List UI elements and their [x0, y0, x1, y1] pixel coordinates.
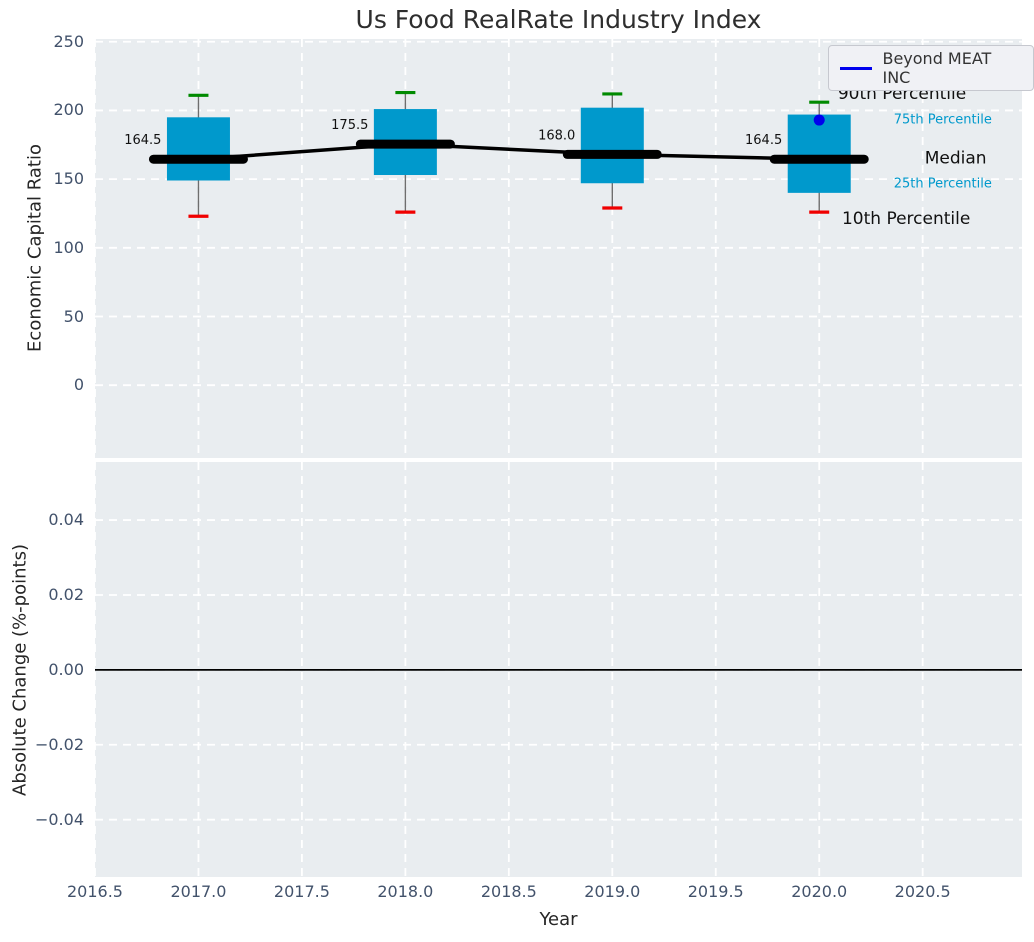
y-tick-label: 250: [53, 31, 84, 51]
x-tick-label: 2017.0: [170, 882, 227, 901]
y-tick-label: 150: [53, 169, 84, 189]
x-tick-label: 2020.0: [791, 882, 848, 901]
median-value-label: 175.5: [331, 118, 368, 133]
y-tick-label: 0.04: [48, 510, 84, 530]
median-value-label: 164.5: [124, 133, 161, 148]
x-tick-label: 2018.0: [377, 882, 434, 901]
iqr-box: [787, 114, 851, 193]
x-tick-label: 2018.5: [480, 882, 537, 901]
legend-line-icon: [840, 66, 873, 70]
y-tick-label: 0.02: [48, 584, 84, 604]
chart-title: Us Food RealRate Industry Index: [355, 5, 762, 34]
y-tick-label: 0.00: [48, 659, 84, 679]
x-axis-label: Year: [539, 909, 578, 930]
y-tick-label: 0: [73, 375, 84, 395]
y-tick-label: 200: [53, 100, 84, 120]
legend: Beyond MEAT INC: [828, 45, 1034, 91]
x-tick-label: 2016.5: [67, 882, 123, 901]
y-tick-label: −0.02: [34, 734, 84, 754]
annotation-10th-percentile: 10th Percentile: [842, 209, 970, 229]
legend-label: Beyond MEAT INC: [882, 49, 992, 87]
x-tick-label: 2020.5: [894, 882, 951, 901]
iqr-box: [580, 107, 644, 184]
x-tick-label: 2019.0: [584, 882, 641, 901]
x-tick-label: 2017.5: [273, 882, 330, 901]
series-point-beyond-meat: [813, 114, 825, 126]
x-tick-label: 2019.5: [687, 882, 744, 901]
iqr-box: [166, 117, 230, 181]
y-tick-label: 100: [53, 237, 84, 257]
median-trend-line: [198, 142, 820, 161]
median-value-label: 168.0: [538, 128, 575, 143]
y-tick-label: −0.04: [34, 809, 84, 829]
median-value-label: 164.5: [745, 133, 782, 148]
annotation-25th-percentile: 25th Percentile: [894, 176, 992, 191]
y-tick-label: 50: [63, 306, 84, 326]
annotation-75th-percentile: 75th Percentile: [894, 113, 992, 128]
axes-absolute-change: [95, 462, 1022, 877]
annotation-median: Median: [925, 149, 987, 169]
